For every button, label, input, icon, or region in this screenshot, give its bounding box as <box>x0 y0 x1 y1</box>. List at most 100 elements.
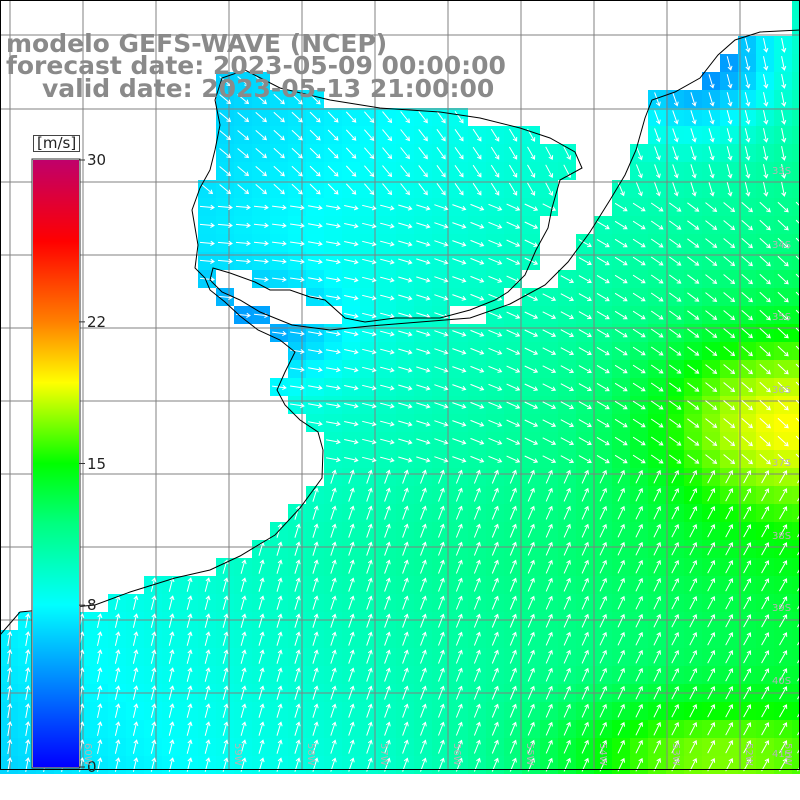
wind-arrow <box>237 166 250 177</box>
wind-arrow <box>672 182 679 197</box>
wind-arrow <box>491 577 499 592</box>
colorbar-band <box>33 627 79 629</box>
wind-arrow <box>741 364 754 375</box>
colorbar-band <box>33 262 79 264</box>
colorbar-band <box>33 734 79 736</box>
wind-arrow <box>384 667 391 682</box>
colorbar-band <box>33 697 79 699</box>
wind-arrow <box>438 631 445 646</box>
wind-arrow <box>560 293 575 302</box>
wind-arrow <box>308 403 323 409</box>
wind-arrow <box>635 577 643 592</box>
wind-arrow <box>416 456 431 463</box>
colorbar-band <box>33 612 79 614</box>
colorbar-band <box>33 554 79 556</box>
wind-arrow <box>330 739 337 754</box>
wind-arrow <box>705 382 718 392</box>
wind-arrow <box>671 685 679 700</box>
wind-arrow <box>779 650 788 664</box>
wind-arrow <box>294 721 301 736</box>
wind-arrow <box>759 399 771 411</box>
wind-arrow <box>777 219 789 231</box>
colorbar-band <box>33 278 79 280</box>
wind-arrow <box>542 383 557 391</box>
wind-arrow <box>669 292 682 302</box>
wind-arrow <box>380 240 395 247</box>
colorbar-band <box>33 352 79 354</box>
wind-arrow <box>690 110 697 125</box>
wind-arrow <box>308 331 323 337</box>
wind-arrow <box>581 667 589 682</box>
wind-speed-cell <box>792 486 800 504</box>
colorbar-band <box>33 309 79 311</box>
wind-arrow <box>779 614 788 628</box>
wind-arrow <box>452 258 467 265</box>
colorbar-band <box>33 374 79 376</box>
wind-arrow <box>743 524 752 538</box>
wind-arrow <box>470 329 485 337</box>
colorbar-band <box>33 182 79 184</box>
wind-arrow <box>744 38 751 53</box>
wind-arrow <box>420 631 427 646</box>
wind-arrow <box>545 505 553 520</box>
colorbar-band <box>33 271 79 273</box>
wind-arrow <box>689 523 698 538</box>
wind-arrow <box>779 506 788 520</box>
colorbar-band <box>33 586 79 588</box>
wind-arrow <box>380 438 395 445</box>
colorbar-band <box>33 408 79 410</box>
wind-arrow <box>654 164 661 179</box>
wind-arrow <box>473 505 481 520</box>
colorbar-band <box>33 494 79 496</box>
colorbar-band <box>33 663 79 665</box>
colorbar-band <box>33 648 79 650</box>
wind-arrow <box>345 183 357 195</box>
colorbar-band <box>33 397 79 399</box>
wind-arrow <box>581 613 589 628</box>
wind-arrow <box>527 577 535 592</box>
colorbar-band <box>33 703 79 705</box>
wind-arrow <box>632 436 646 446</box>
wind-arrow <box>581 487 589 502</box>
wind-arrow <box>578 293 592 302</box>
wind-arrow <box>420 595 427 610</box>
wind-arrow <box>294 667 301 682</box>
lat-lon-grid <box>0 0 800 770</box>
wind-arrow <box>632 202 646 212</box>
longitude-label: 52W <box>743 743 754 766</box>
colorbar-band <box>33 411 79 413</box>
wind-arrow <box>452 348 467 355</box>
wind-arrow <box>795 345 800 351</box>
wind-arrow <box>402 631 409 646</box>
wind-arrow <box>258 667 265 682</box>
colorbar-band <box>33 170 79 172</box>
colorbar-band <box>33 732 79 734</box>
wind-speed-cell <box>792 288 800 306</box>
colorbar-band <box>33 602 79 604</box>
wind-arrow <box>797 675 800 682</box>
wind-arrow <box>132 721 139 736</box>
wind-arrow <box>455 685 463 700</box>
colorbar-band <box>33 726 79 728</box>
wind-arrow <box>726 74 733 89</box>
wind-arrow <box>524 221 539 229</box>
title-valid-date: valid date: 2023-05-13 21:00:00 <box>42 74 495 103</box>
colorbar-band <box>33 325 79 327</box>
wind-arrow <box>617 649 625 664</box>
colorbar-band <box>33 343 79 345</box>
colorbar-band <box>33 367 79 369</box>
wind-arrow <box>527 164 536 178</box>
wind-arrow <box>599 523 607 538</box>
wind-arrow <box>506 437 521 445</box>
wind-arrow <box>420 649 427 664</box>
colorbar-band <box>33 224 79 226</box>
colorbar-band <box>33 245 79 247</box>
colorbar-band <box>33 752 79 754</box>
wind-arrow <box>366 613 373 628</box>
wind-arrow <box>725 613 734 628</box>
colorbar-band <box>33 449 79 451</box>
wind-arrow <box>563 523 571 538</box>
colorbar-band <box>33 685 79 687</box>
wind-arrow <box>743 560 752 574</box>
wind-arrow <box>455 667 463 682</box>
